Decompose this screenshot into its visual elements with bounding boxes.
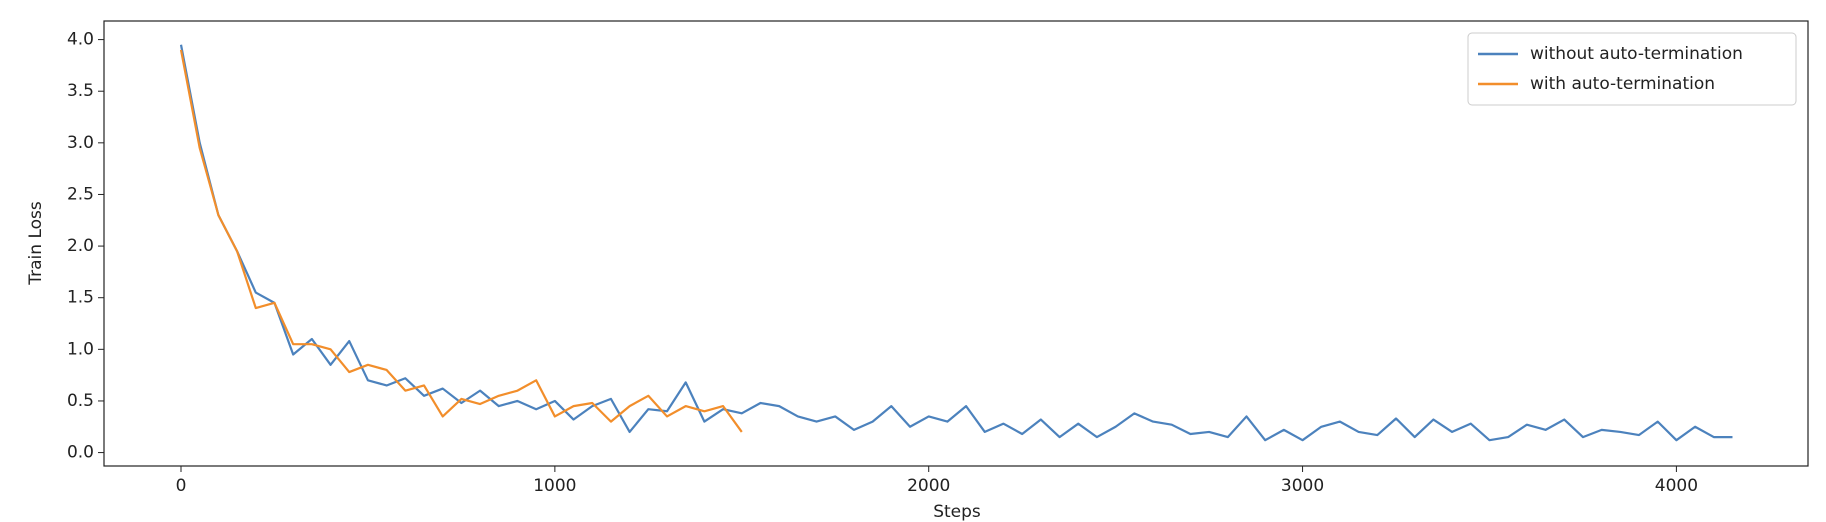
y-tick-label: 0.5 [67,391,94,411]
x-axis-label: Steps [933,502,981,522]
legend-box [1467,32,1797,106]
x-tick-label: 4000 [1655,476,1698,496]
legend-label: without auto-termination [1530,44,1743,64]
y-tick-label: 4.0 [67,30,94,50]
plot-frame [103,20,1809,467]
y-tick-label: 2.5 [67,184,94,204]
y-tick-label: 3.0 [67,133,94,153]
y-tick-label: 1.5 [67,288,94,308]
x-tick-label: 0 [176,476,187,496]
legend: without auto-termination with auto-termin… [1467,32,1797,106]
y-tick-label: 0.0 [67,443,94,463]
x-tick-label: 1000 [533,476,576,496]
legend-label: with auto-termination [1530,74,1715,94]
y-tick-label: 2.0 [67,236,94,256]
y-tick-label: 3.5 [67,81,94,101]
x-tick-label: 2000 [907,476,950,496]
y-tick-label: 1.0 [67,339,94,359]
x-tick-label: 3000 [1281,476,1324,496]
y-axis-label: Train Loss [26,201,46,286]
series-line [179,49,743,433]
series-line [179,44,1733,442]
